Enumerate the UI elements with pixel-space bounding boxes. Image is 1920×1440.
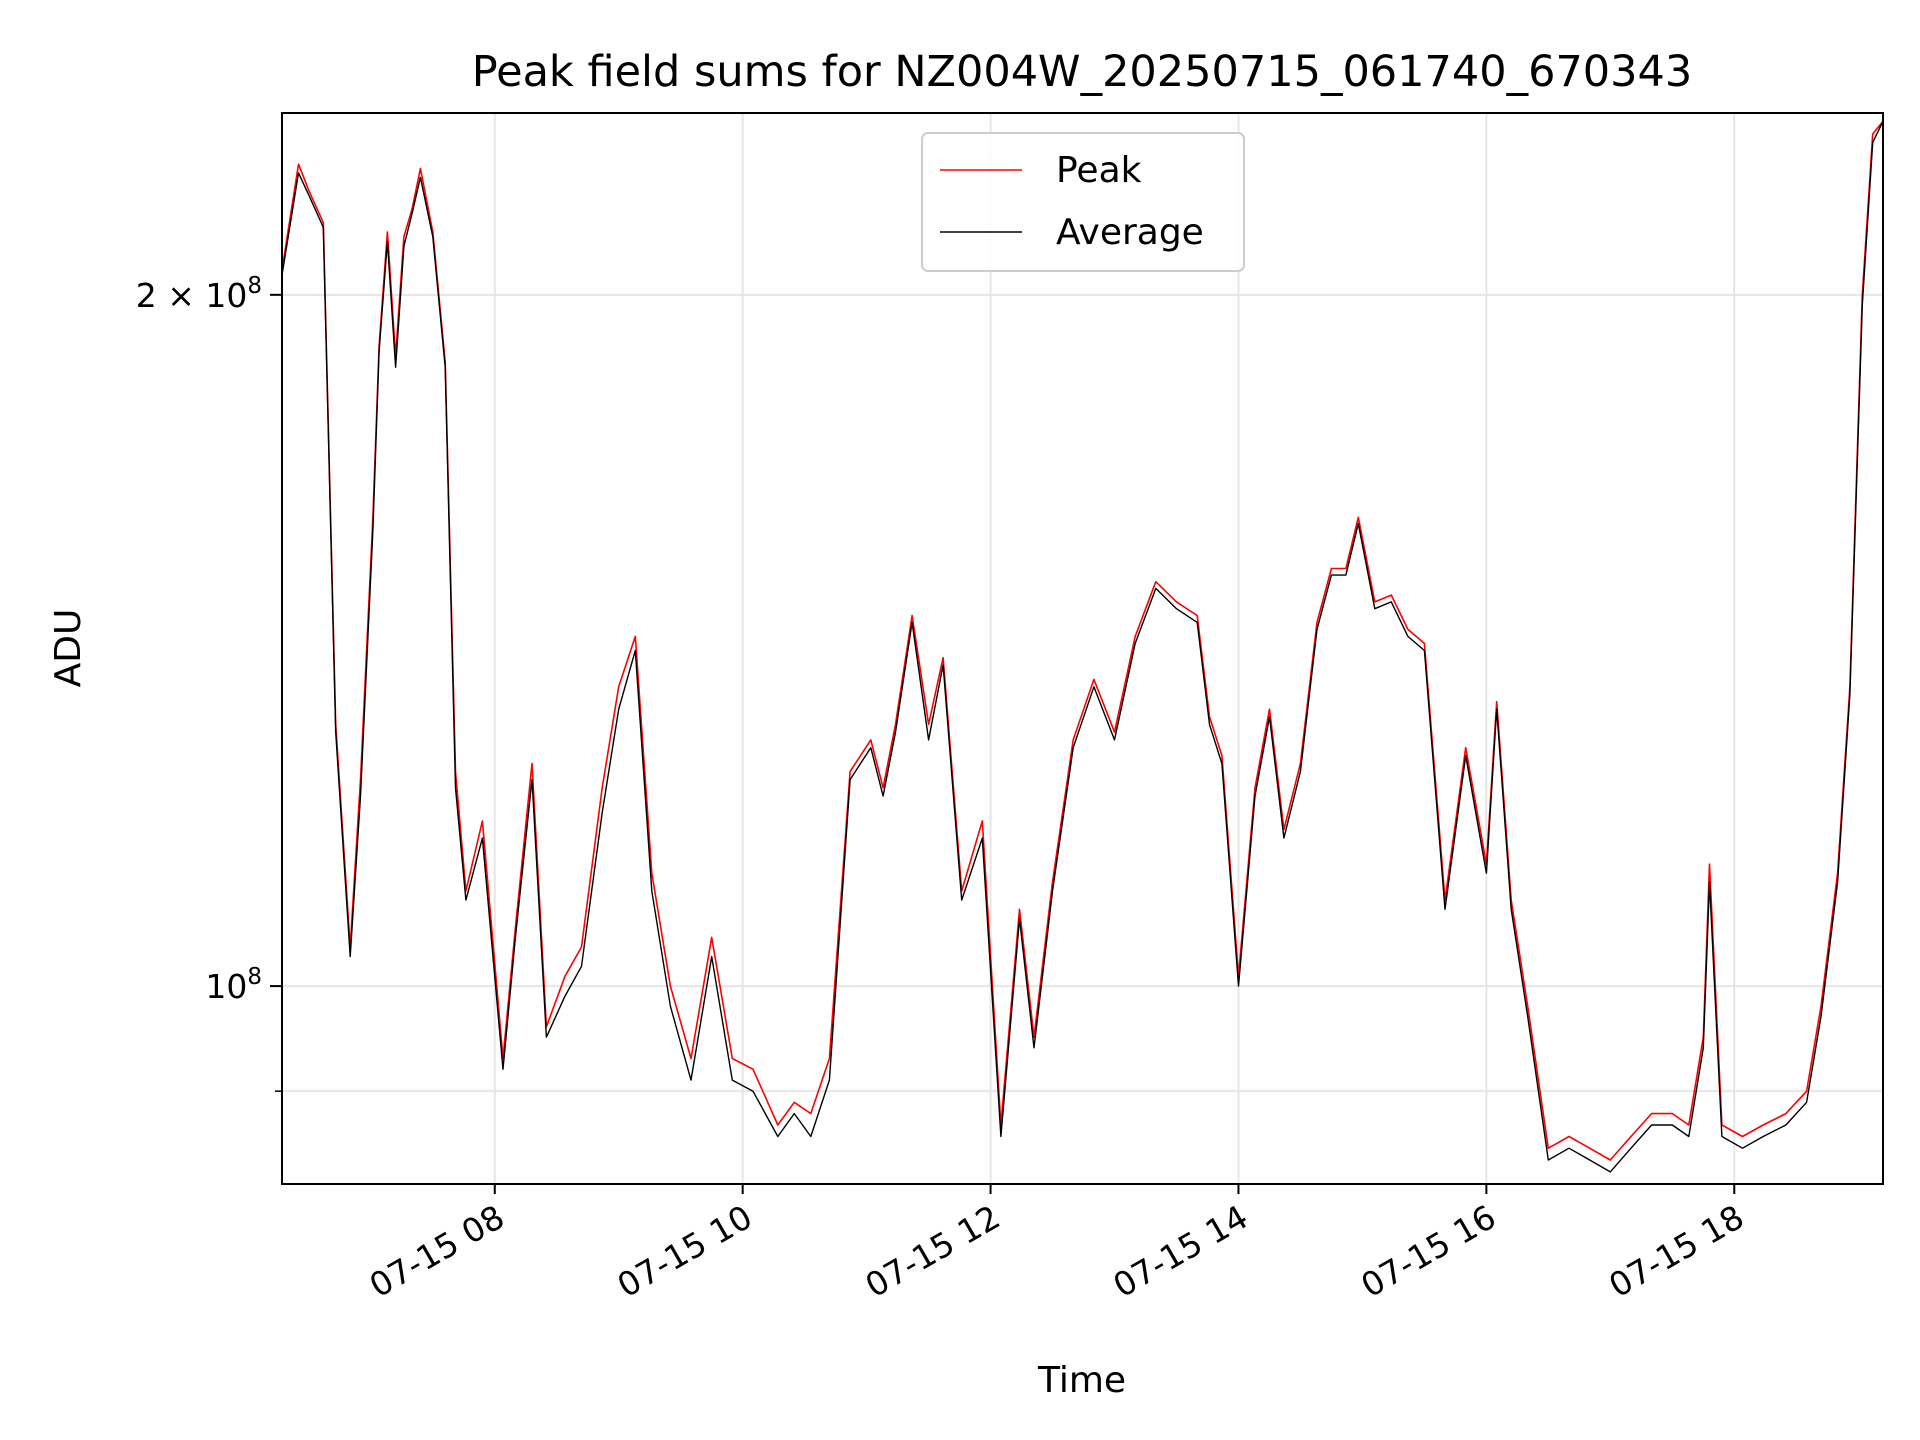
legend-label-average: Average — [1056, 212, 1204, 253]
y-tick-label: 108 — [205, 964, 262, 1006]
grid-layer — [282, 113, 1883, 1184]
legend: Peak Average — [921, 132, 1245, 272]
legend-box — [921, 132, 1245, 272]
y-axis-ticks: 108 2 × 108 — [136, 273, 282, 1092]
series-line-average — [282, 120, 1883, 1173]
axes-frame — [281, 112, 1884, 1185]
legend-label-peak: Peak — [1056, 150, 1142, 191]
series-line-peak — [282, 120, 1883, 1161]
y-tick-label: 2 × 108 — [136, 273, 262, 315]
chart-title: Peak field sums for NZ004W_20250715_0617… — [472, 47, 1693, 97]
plot-area — [282, 120, 1883, 1173]
x-axis-label: Time — [1037, 1360, 1126, 1401]
y-axis-label: ADU — [48, 609, 89, 688]
